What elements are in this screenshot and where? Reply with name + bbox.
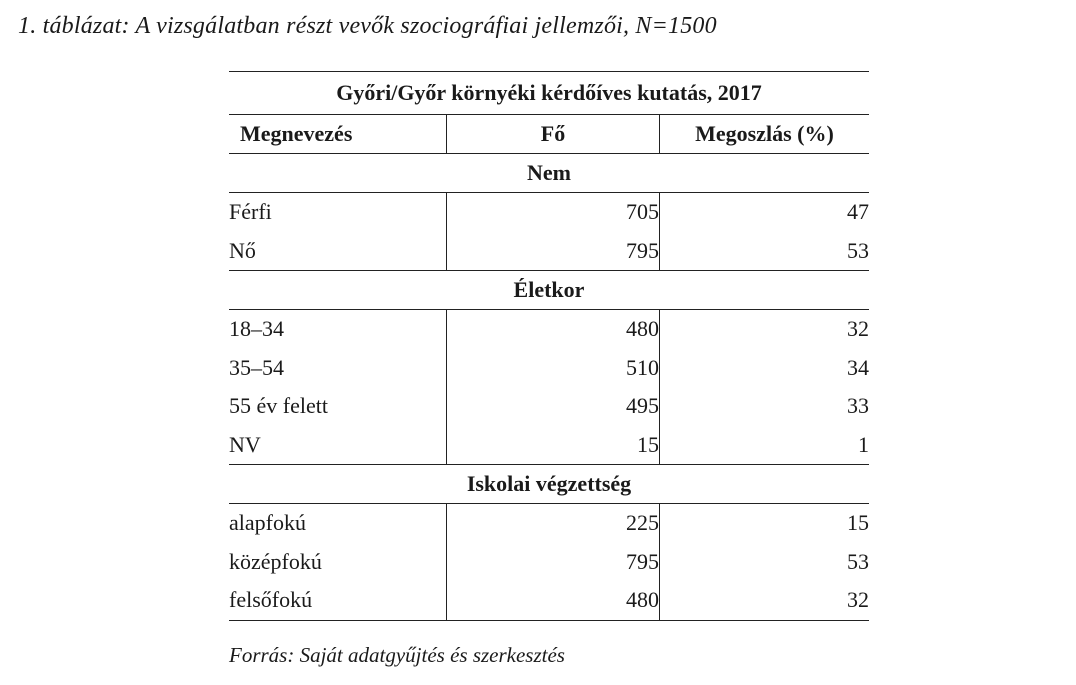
row-share: 53 [659, 231, 869, 271]
table-row: középfokú 795 53 [229, 542, 869, 581]
table-row: Férfi 705 47 [229, 192, 869, 232]
table-row: 55 év felett 495 33 [229, 387, 869, 426]
section-label: Nem [229, 153, 869, 193]
row-name: NV [229, 425, 447, 465]
row-count: 495 [446, 387, 660, 426]
row-name: középfokú [229, 548, 322, 574]
row-name: 18–34 [229, 316, 284, 342]
row-count: 510 [446, 348, 660, 387]
column-header-share: Megoszlás (%) [659, 114, 869, 154]
row-count: 795 [446, 231, 660, 271]
row-count: 15 [446, 425, 660, 465]
table-row: 35–54 510 34 [229, 348, 869, 387]
row-share: 1 [659, 425, 869, 465]
column-header-name: Megnevezés [229, 114, 447, 154]
row-name: 55 év felett [229, 393, 328, 419]
row-share: 15 [659, 503, 869, 543]
row-name: 35–54 [229, 354, 284, 380]
table-title: Győri/Győr környéki kérdőíves kutatás, 2… [229, 71, 869, 115]
row-count: 480 [446, 309, 660, 349]
table-source-note: Forrás: Saját adatgyűjtés és szerkesztés [229, 643, 565, 667]
section-row-gender: Nem [229, 153, 869, 193]
table-row: alapfokú 225 15 [229, 503, 869, 543]
table-row: 18–34 480 32 [229, 309, 869, 349]
column-header-row: Megnevezés Fő Megoszlás (%) [229, 114, 869, 154]
section-row-age: Életkor [229, 270, 869, 310]
section-label: Életkor [229, 270, 869, 310]
row-name: Férfi [229, 199, 272, 225]
row-share: 34 [659, 348, 869, 387]
row-share: 32 [659, 581, 869, 621]
row-name: Nő [229, 231, 447, 271]
sociographic-table: Győri/Győr környéki kérdőíves kutatás, 2… [229, 71, 869, 621]
row-share: 47 [659, 192, 869, 232]
column-header-count: Fő [446, 114, 660, 154]
table-row: NV 15 1 [229, 425, 869, 465]
row-count: 225 [446, 503, 660, 543]
row-count: 480 [446, 581, 660, 621]
row-name: alapfokú [229, 510, 306, 536]
row-share: 53 [659, 542, 869, 581]
table-row: felsőfokú 480 32 [229, 581, 869, 621]
row-share: 33 [659, 387, 869, 426]
row-name: felsőfokú [229, 581, 447, 621]
row-count: 705 [446, 192, 660, 232]
row-share: 32 [659, 309, 869, 349]
table-row: Nő 795 53 [229, 231, 869, 271]
table-caption: 1. táblázat: A vizsgálatban részt vevők … [18, 13, 717, 39]
row-count: 795 [446, 542, 660, 581]
table-title-row: Győri/Győr környéki kérdőíves kutatás, 2… [229, 71, 869, 115]
section-row-education: Iskolai végzettség [229, 464, 869, 504]
section-label: Iskolai végzettség [229, 464, 869, 504]
